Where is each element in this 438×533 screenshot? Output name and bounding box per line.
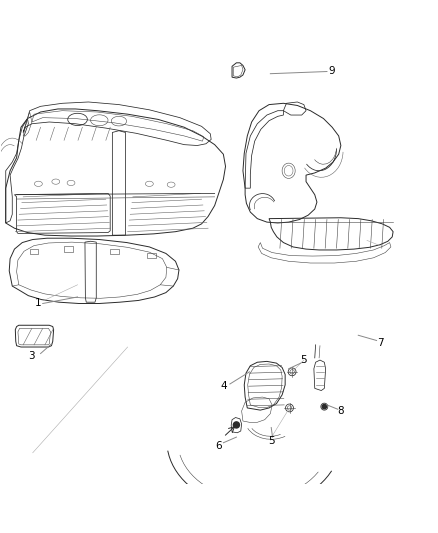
Circle shape [233, 422, 240, 428]
Text: 5: 5 [300, 355, 307, 365]
Text: 6: 6 [215, 441, 223, 451]
Text: 7: 7 [377, 338, 383, 348]
Text: 9: 9 [329, 66, 336, 76]
Text: 5: 5 [268, 437, 275, 447]
Text: 8: 8 [338, 406, 344, 416]
Text: 4: 4 [220, 381, 226, 391]
Text: 1: 1 [35, 298, 42, 309]
Circle shape [322, 405, 326, 409]
Text: 3: 3 [28, 351, 34, 361]
